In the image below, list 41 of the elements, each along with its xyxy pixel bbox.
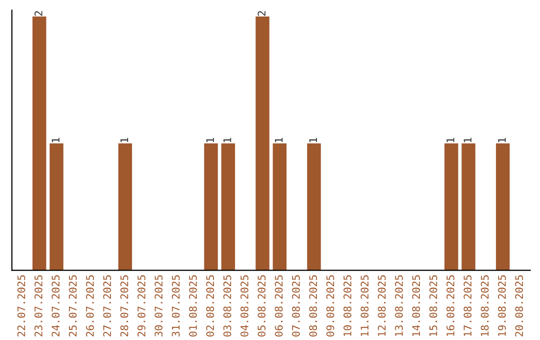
x-tick-label: 01.08.2025 — [189, 275, 197, 336]
x-tick-label: 12.08.2025 — [378, 275, 386, 336]
x-tick-label: 16.08.2025 — [446, 275, 454, 336]
x-tick-label: 30.07.2025 — [154, 275, 163, 336]
x-tick-label: 27.07.2025 — [103, 275, 112, 336]
x-tick-label: 24.07.2025 — [52, 275, 60, 336]
x-tick-label: 19.08.2025 — [498, 275, 506, 336]
data-label: 2 — [34, 11, 42, 16]
x-tick-label: 26.07.2025 — [86, 275, 94, 336]
data-label: 1 — [120, 138, 128, 142]
x-tick-label: 06.08.2025 — [274, 275, 283, 336]
x-tick-label: 09.08.2025 — [326, 275, 334, 336]
data-label: 1 — [223, 138, 232, 142]
x-tick-label: 07.08.2025 — [292, 275, 300, 336]
data-label: 2 — [258, 11, 266, 16]
x-tick-label: 02.08.2025 — [206, 275, 214, 336]
data-label: 1 — [52, 138, 60, 142]
data-label: 1 — [498, 138, 506, 142]
x-tick-label: 11.08.2025 — [360, 275, 369, 336]
x-tick-label: 20.08.2025 — [515, 275, 524, 336]
data-label: 1 — [464, 138, 472, 142]
data-label: 1 — [274, 138, 283, 142]
x-tick-label: 08.08.2025 — [309, 275, 318, 336]
x-tick-label: 10.08.2025 — [343, 275, 352, 336]
x-tick-label: 17.08.2025 — [464, 275, 472, 336]
x-tick-label: 05.08.2025 — [258, 275, 266, 336]
x-tick-label: 18.08.2025 — [480, 275, 489, 336]
x-tick-label: 25.07.2025 — [68, 275, 77, 336]
x-tick-label: 13.08.2025 — [394, 275, 403, 336]
x-tick-label: 28.07.2025 — [120, 275, 128, 336]
x-tick-label: 04.08.2025 — [240, 275, 248, 336]
x-tick-label: 23.07.2025 — [34, 275, 42, 336]
x-tick-label: 31.07.2025 — [172, 275, 180, 336]
x-tick-label: 03.08.2025 — [223, 275, 232, 336]
x-tick-label: 15.08.2025 — [429, 275, 438, 336]
data-label: 1 — [446, 138, 454, 142]
x-tick-label: 22.07.2025 — [17, 275, 26, 336]
x-tick-label: 14.08.2025 — [412, 275, 420, 336]
data-label: 1 — [309, 138, 317, 142]
x-tick-label: 29.07.2025 — [138, 275, 146, 336]
data-label: 1 — [206, 138, 214, 142]
